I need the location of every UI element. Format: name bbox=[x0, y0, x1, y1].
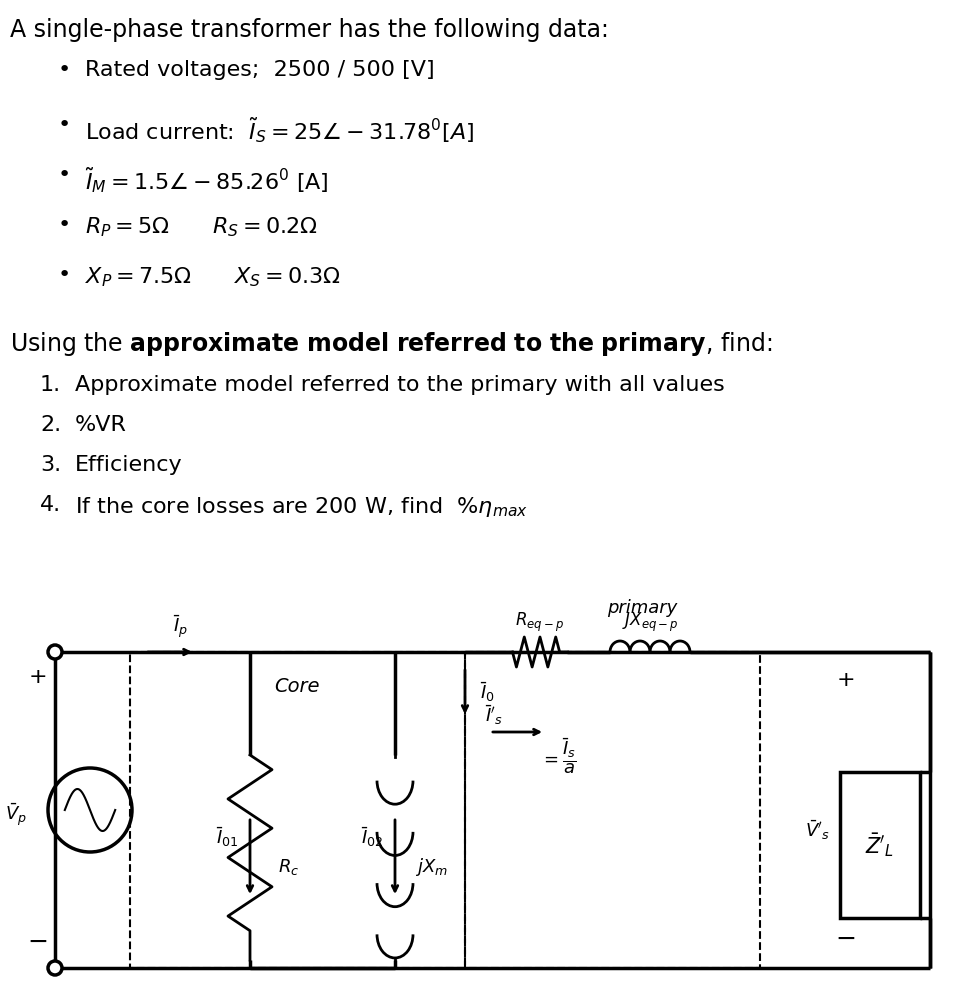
Text: Using the $\mathbf{approximate\ model\ referred\ to\ the\ primary}$, find:: Using the $\mathbf{approximate\ model\ r… bbox=[10, 330, 772, 358]
Text: Approximate model referred to the primary with all values: Approximate model referred to the primar… bbox=[75, 375, 724, 395]
Text: $R_c$: $R_c$ bbox=[278, 857, 299, 877]
Text: $\bar{I}_p$: $\bar{I}_p$ bbox=[172, 613, 187, 640]
Text: A single-phase transformer has the following data:: A single-phase transformer has the follo… bbox=[10, 18, 608, 42]
Text: Core: Core bbox=[274, 677, 319, 696]
Text: $\bar{I}'_s$: $\bar{I}'_s$ bbox=[484, 704, 503, 727]
Text: Rated voltages;  2500 / 500 [V]: Rated voltages; 2500 / 500 [V] bbox=[85, 60, 434, 80]
Text: 2.: 2. bbox=[40, 415, 62, 435]
Text: $+$: $+$ bbox=[835, 670, 853, 690]
Text: •: • bbox=[58, 115, 71, 135]
Text: $X_P = 7.5\Omega \qquad X_S = 0.3\Omega$: $X_P = 7.5\Omega \qquad X_S = 0.3\Omega$ bbox=[85, 265, 340, 288]
Text: $\tilde{I}_M = 1.5\angle-85.26^{0}$ [A]: $\tilde{I}_M = 1.5\angle-85.26^{0}$ [A] bbox=[85, 165, 329, 195]
Text: $R_P = 5\Omega \qquad R_S = 0.2\Omega$: $R_P = 5\Omega \qquad R_S = 0.2\Omega$ bbox=[85, 215, 317, 239]
Text: •: • bbox=[58, 215, 71, 235]
Text: If the core losses are 200 W, find  $\%\eta_{max}$: If the core losses are 200 W, find $\%\e… bbox=[75, 495, 528, 519]
Text: $= \dfrac{\bar{I}_s}{a}$: $= \dfrac{\bar{I}_s}{a}$ bbox=[539, 737, 576, 776]
Text: Load current:  $\tilde{I}_S = 25\angle-31.78^{0}[A]$: Load current: $\tilde{I}_S = 25\angle-31… bbox=[85, 115, 474, 145]
Text: $-$: $-$ bbox=[834, 926, 854, 950]
Text: $\bar{V}'_s$: $\bar{V}'_s$ bbox=[804, 818, 829, 841]
Text: 4.: 4. bbox=[40, 495, 62, 515]
Text: $-$: $-$ bbox=[27, 929, 47, 953]
Text: 3.: 3. bbox=[40, 455, 62, 475]
Text: •: • bbox=[58, 265, 71, 285]
Circle shape bbox=[48, 961, 62, 975]
Text: $\bar{V}_p$: $\bar{V}_p$ bbox=[5, 801, 27, 828]
Text: $\bar{Z}'_L$: $\bar{Z}'_L$ bbox=[865, 831, 894, 859]
Text: $JX_{eq-p}$: $JX_{eq-p}$ bbox=[621, 611, 678, 634]
Text: $+$: $+$ bbox=[28, 667, 46, 687]
Text: $R_{eq-p}$: $R_{eq-p}$ bbox=[515, 611, 564, 634]
Text: Efficiency: Efficiency bbox=[75, 455, 183, 475]
Text: primary: primary bbox=[606, 599, 677, 617]
Text: •: • bbox=[58, 165, 71, 185]
Text: $\bar{I}_0$: $\bar{I}_0$ bbox=[480, 681, 494, 704]
Text: $jX_m$: $jX_m$ bbox=[414, 856, 447, 878]
Text: 1.: 1. bbox=[40, 375, 62, 395]
Text: $\bar{I}_{01}$: $\bar{I}_{01}$ bbox=[215, 825, 237, 849]
Circle shape bbox=[48, 645, 62, 659]
Text: $\bar{I}_{02}$: $\bar{I}_{02}$ bbox=[360, 825, 382, 849]
Text: •: • bbox=[58, 60, 71, 80]
Text: %VR: %VR bbox=[75, 415, 127, 435]
